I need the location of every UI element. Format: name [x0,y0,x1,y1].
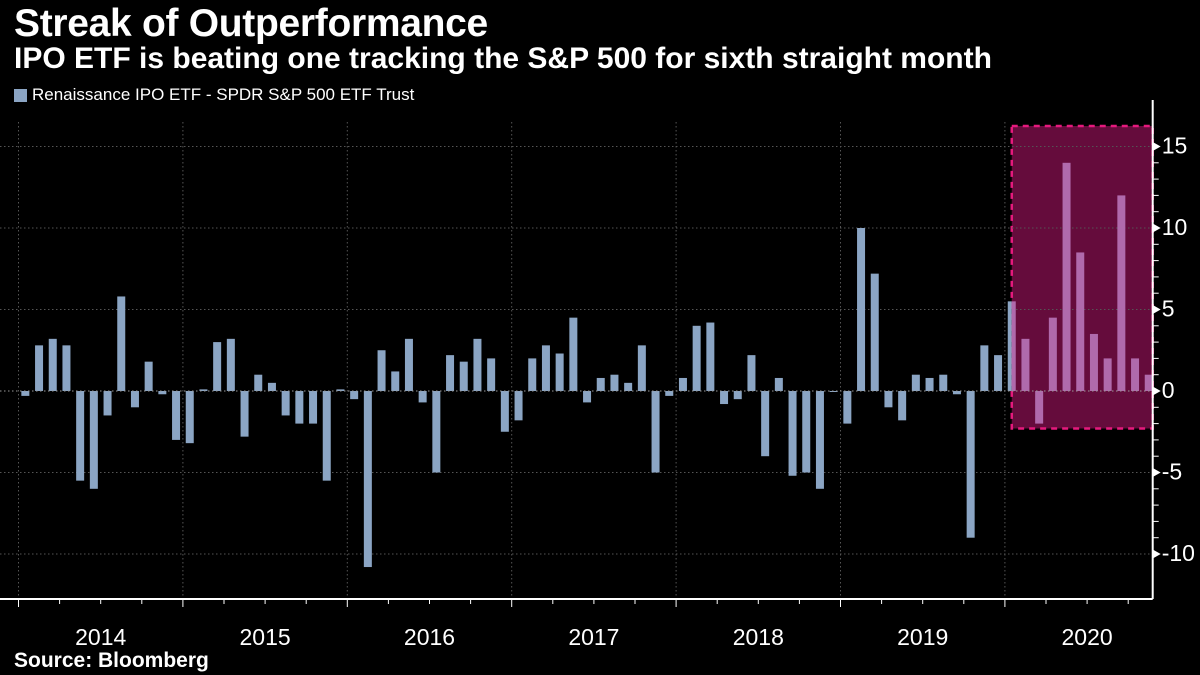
svg-text:15: 15 [1162,133,1188,159]
svg-text:2020: 2020 [1062,624,1113,650]
svg-text:2014: 2014 [75,624,126,650]
svg-text:2018: 2018 [733,624,784,650]
svg-text:5: 5 [1162,296,1175,322]
svg-text:-10: -10 [1162,540,1195,566]
svg-text:2019: 2019 [897,624,948,650]
svg-text:0: 0 [1162,377,1175,403]
svg-text:-5: -5 [1162,459,1182,485]
svg-text:2016: 2016 [404,624,455,650]
svg-text:10: 10 [1162,214,1188,240]
svg-text:2017: 2017 [568,624,619,650]
svg-text:2015: 2015 [240,624,291,650]
